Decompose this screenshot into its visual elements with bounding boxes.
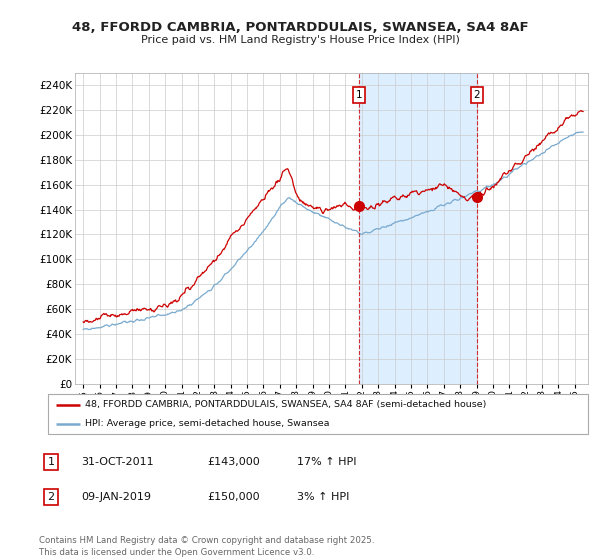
Text: 1: 1 [47, 457, 55, 467]
Text: HPI: Average price, semi-detached house, Swansea: HPI: Average price, semi-detached house,… [85, 419, 329, 428]
FancyBboxPatch shape [48, 394, 588, 434]
Text: £143,000: £143,000 [207, 457, 260, 467]
Text: 09-JAN-2019: 09-JAN-2019 [81, 492, 151, 502]
Text: 17% ↑ HPI: 17% ↑ HPI [297, 457, 356, 467]
Text: 48, FFORDD CAMBRIA, PONTARDDULAIS, SWANSEA, SA4 8AF (semi-detached house): 48, FFORDD CAMBRIA, PONTARDDULAIS, SWANS… [85, 400, 486, 409]
Text: 2: 2 [47, 492, 55, 502]
Text: 31-OCT-2011: 31-OCT-2011 [81, 457, 154, 467]
Text: Contains HM Land Registry data © Crown copyright and database right 2025.
This d: Contains HM Land Registry data © Crown c… [39, 536, 374, 557]
Text: Price paid vs. HM Land Registry's House Price Index (HPI): Price paid vs. HM Land Registry's House … [140, 35, 460, 45]
Text: £150,000: £150,000 [207, 492, 260, 502]
Text: 3% ↑ HPI: 3% ↑ HPI [297, 492, 349, 502]
Text: 2: 2 [474, 90, 481, 100]
Text: 1: 1 [356, 90, 362, 100]
Text: 48, FFORDD CAMBRIA, PONTARDDULAIS, SWANSEA, SA4 8AF: 48, FFORDD CAMBRIA, PONTARDDULAIS, SWANS… [71, 21, 529, 34]
Bar [359, 73, 477, 384]
